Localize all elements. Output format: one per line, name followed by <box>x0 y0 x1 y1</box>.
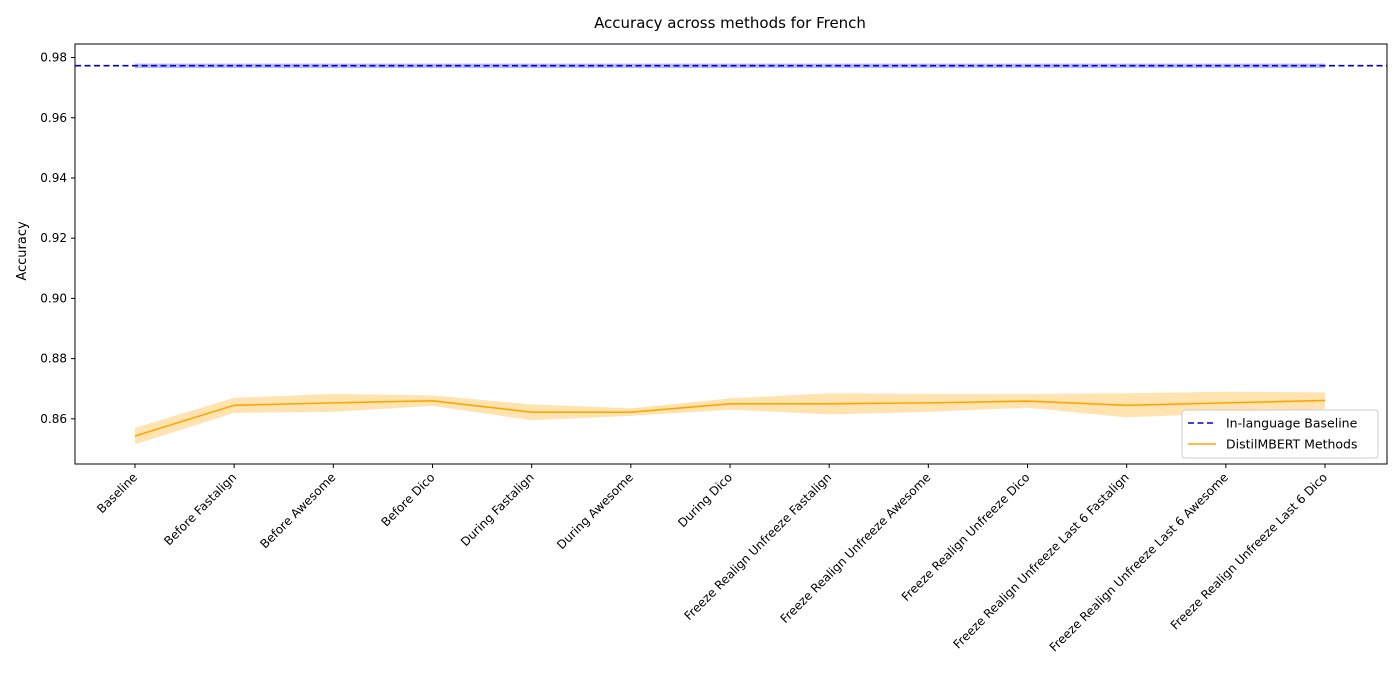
x-tick-label: Freeze Realign Unfreeze Last 6 Dico <box>1168 470 1330 632</box>
x-tick-label: Freeze Realign Unfreeze Last 6 Fastalign <box>951 470 1132 651</box>
x-tick-label: Baseline <box>94 470 140 516</box>
y-tick-label: 0.98 <box>40 51 67 65</box>
axes-frame <box>74 43 1388 465</box>
x-tick-label: During Fastalign <box>458 470 537 549</box>
reference-band <box>135 63 1325 69</box>
x-tick-label: Before Dico <box>379 470 438 529</box>
chart-title: Accuracy across methods for French <box>594 14 866 32</box>
x-tick-label: During Awesome <box>554 470 636 552</box>
y-tick-label: 0.88 <box>40 352 67 366</box>
y-tick-label: 0.90 <box>40 291 67 305</box>
y-tick-label: 0.92 <box>40 231 67 245</box>
x-tick-label: During Dico <box>675 470 735 530</box>
y-axis-label: Accuracy <box>15 221 30 281</box>
legend-label: In-language Baseline <box>1226 416 1358 431</box>
series-band-0 <box>135 391 1325 445</box>
y-tick-label: 0.96 <box>40 111 67 125</box>
legend-label: DistilMBERT Methods <box>1226 437 1358 452</box>
y-tick-label: 0.86 <box>40 412 67 426</box>
plot-area: 0.86 0.88 0.90 0.92 0.94 0.96 0.98 Baseline Befo… <box>40 43 1388 654</box>
y-tick-label: 0.94 <box>40 171 67 185</box>
legend-box <box>1181 409 1379 459</box>
series-line-0 <box>134 399 1326 437</box>
x-tick-label: Before Fastalign <box>161 470 239 548</box>
x-tick-label: Freeze Realign Unfreeze Last 6 Awesome <box>1047 470 1231 654</box>
legend: In-language Baseline DistilMBERT Methods <box>1181 409 1379 459</box>
x-tick-label: Before Awesome <box>257 470 338 551</box>
